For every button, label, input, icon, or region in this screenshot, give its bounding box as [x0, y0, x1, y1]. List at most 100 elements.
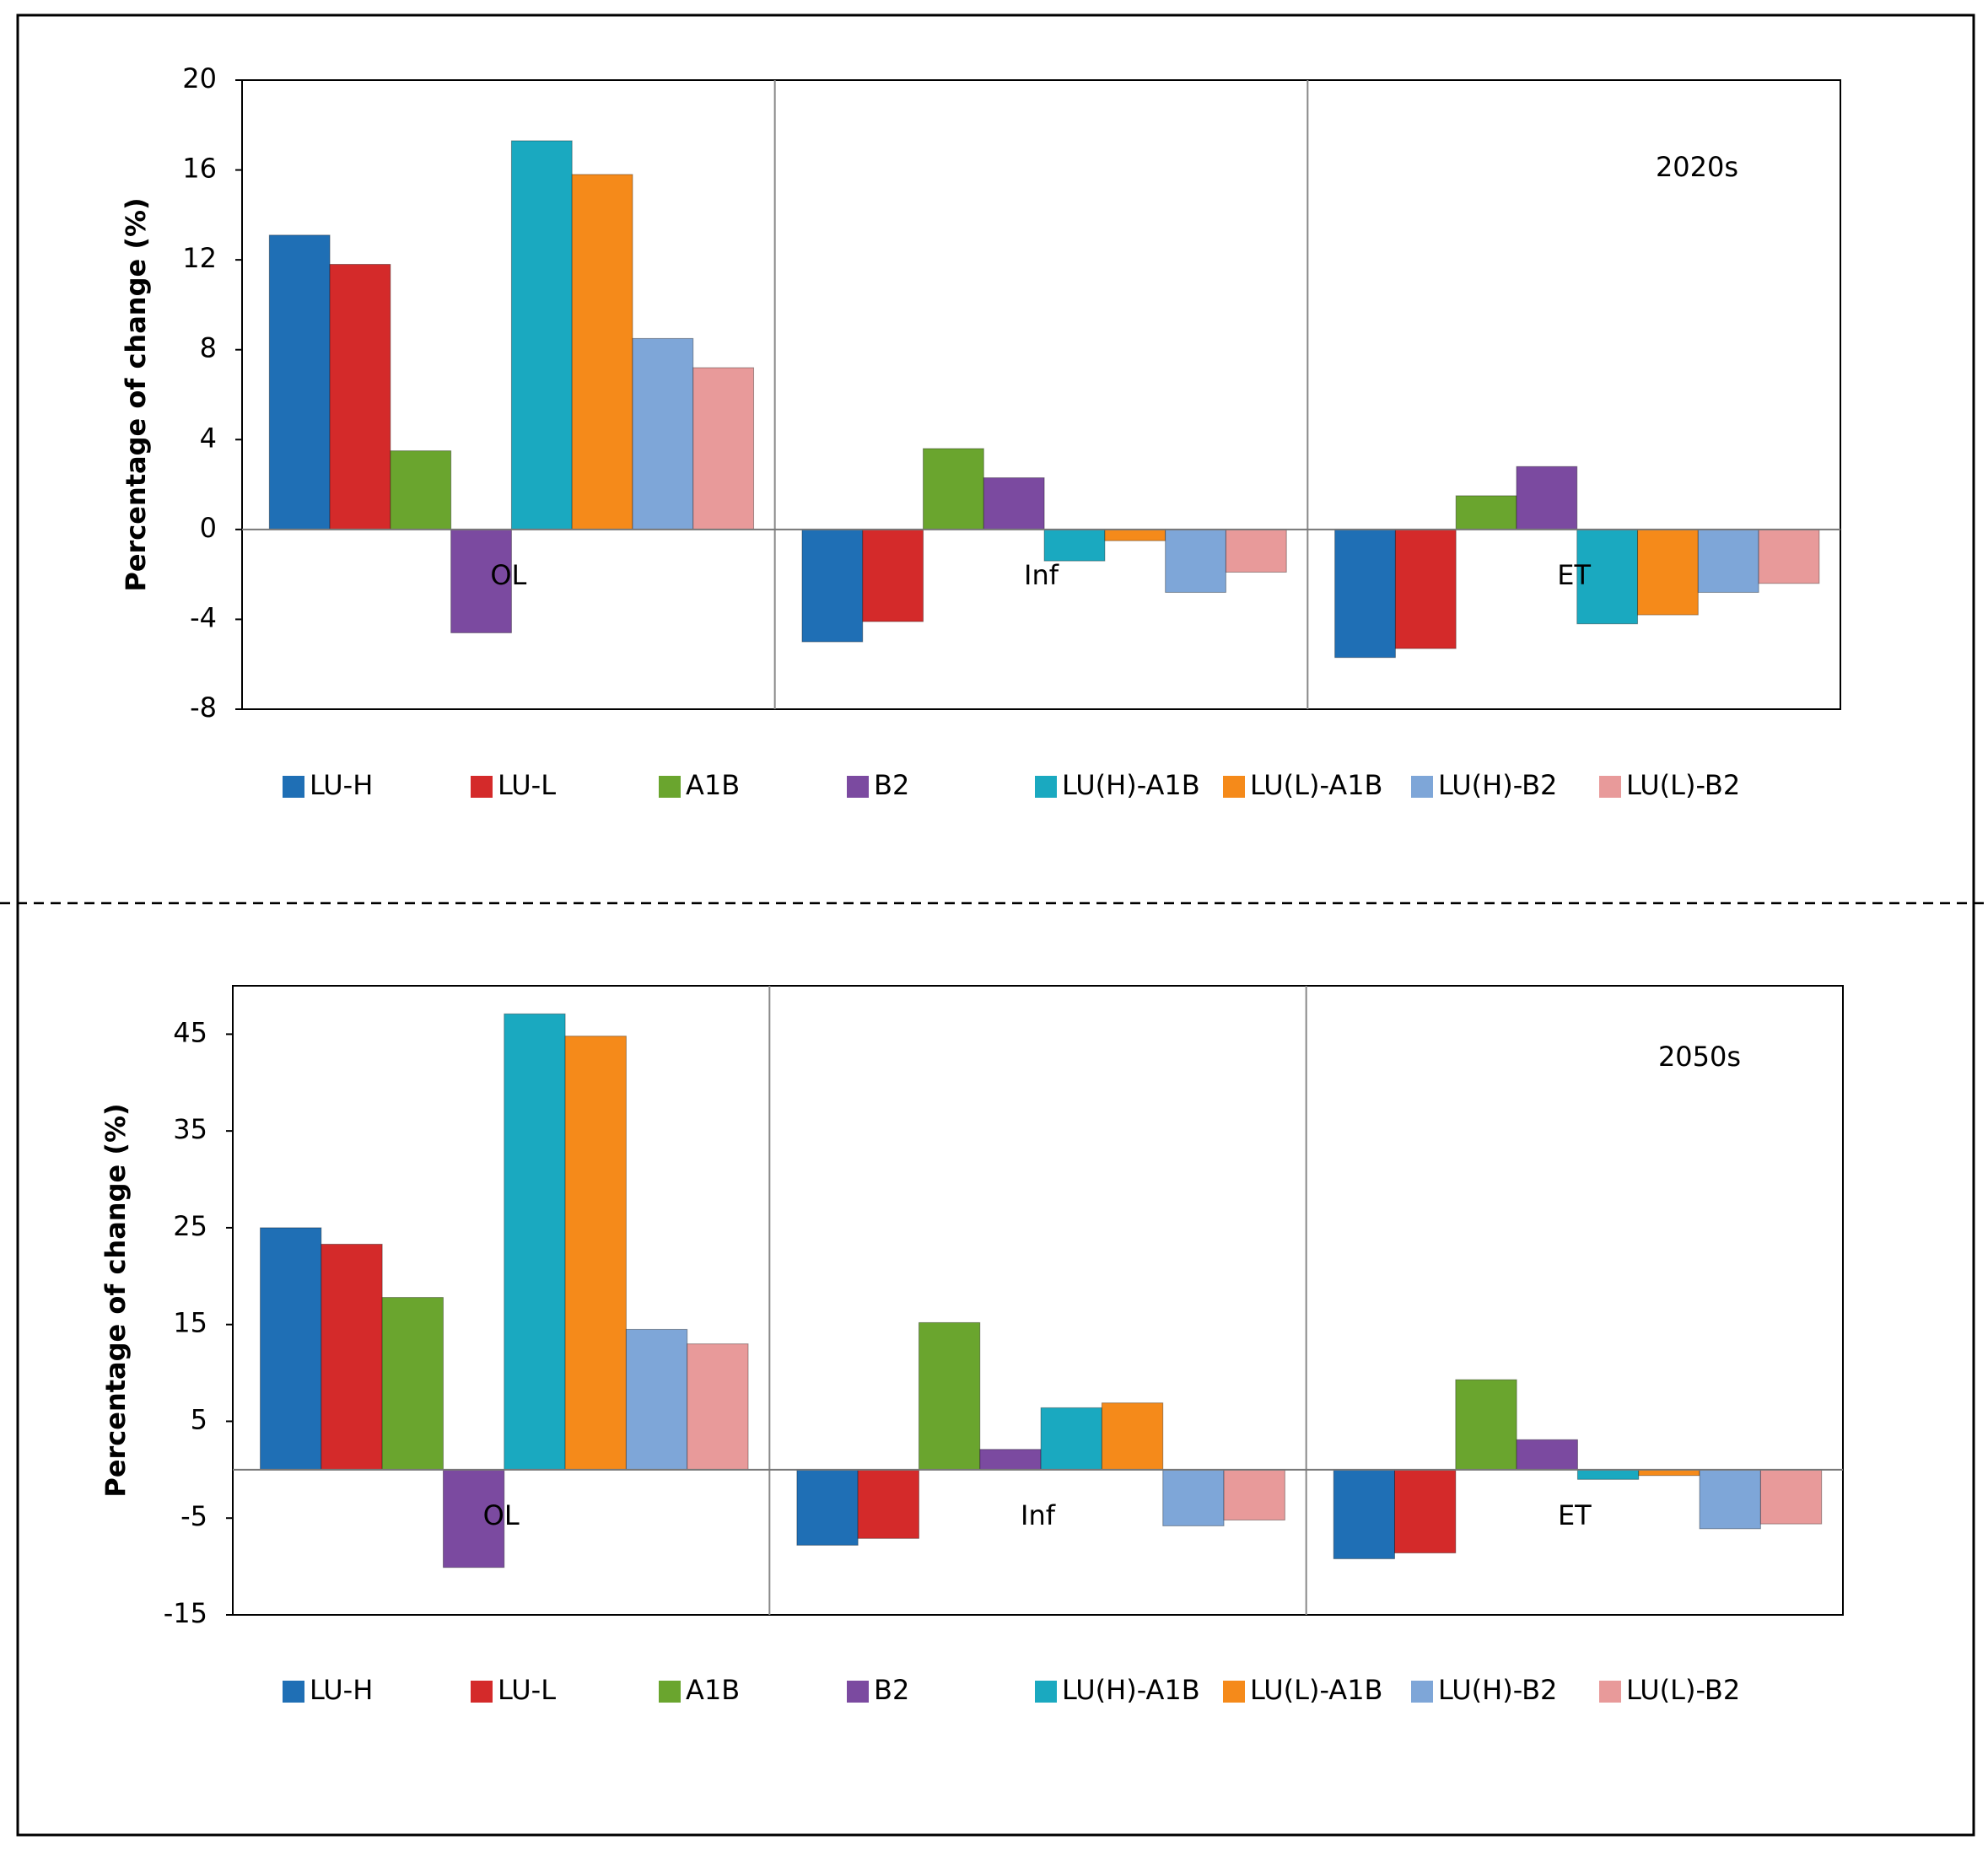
- legend-swatch: [1411, 776, 1433, 798]
- y-tick-label: 16: [182, 153, 217, 185]
- legend-swatch: [1035, 1681, 1057, 1703]
- category-label: ET: [1558, 1499, 1592, 1531]
- legend-label: LU(L)-B2: [1626, 1674, 1740, 1706]
- legend-label: B2: [874, 1674, 909, 1706]
- bar: [1699, 1469, 1761, 1530]
- bar: [268, 234, 331, 530]
- legend-label: LU-L: [498, 769, 556, 801]
- legend-label: LU(H)-A1B: [1062, 769, 1200, 801]
- bar: [1455, 1379, 1517, 1471]
- bar: [390, 450, 452, 530]
- y-tick-label: 8: [200, 332, 217, 364]
- bar: [692, 367, 755, 530]
- bar: [1697, 529, 1759, 593]
- bar: [862, 529, 924, 622]
- legend-label: LU(L)-A1B: [1250, 769, 1383, 801]
- legend-label: A1B: [686, 1674, 740, 1706]
- bar: [632, 337, 694, 530]
- bar: [1758, 529, 1820, 584]
- bar: [1101, 1402, 1164, 1471]
- legend-swatch: [1599, 776, 1621, 798]
- bar: [801, 529, 864, 643]
- bar: [796, 1469, 859, 1546]
- bar: [564, 1036, 627, 1471]
- annotation: 2050s: [1658, 1041, 1741, 1073]
- bar: [1455, 495, 1517, 530]
- bar: [1334, 529, 1396, 659]
- bar: [1576, 1469, 1640, 1480]
- legend-swatch: [1035, 776, 1057, 798]
- y-tick-label: -4: [190, 601, 217, 633]
- bar: [625, 1328, 688, 1471]
- y-tick-label: -8: [190, 691, 217, 724]
- bar: [1104, 529, 1166, 541]
- bar: [918, 1321, 981, 1471]
- legend-swatch: [1223, 776, 1245, 798]
- legend-swatch: [1599, 1681, 1621, 1703]
- legend-label: LU(H)-B2: [1438, 769, 1557, 801]
- legend-swatch: [283, 1681, 304, 1703]
- bar: [1394, 529, 1457, 649]
- legend-swatch: [659, 776, 681, 798]
- legend-swatch: [1223, 1681, 1245, 1703]
- legend-label: LU-L: [498, 1674, 556, 1706]
- bar: [1759, 1469, 1823, 1525]
- bar: [260, 1227, 322, 1471]
- bar: [983, 477, 1045, 530]
- bar: [329, 263, 391, 530]
- legend-swatch: [1411, 1681, 1433, 1703]
- y-axis-label: Percentage of change (%): [120, 197, 152, 591]
- legend-label: A1B: [686, 769, 740, 801]
- category-label: OL: [490, 559, 526, 591]
- category-label: Inf: [1024, 559, 1059, 591]
- category-label: ET: [1557, 559, 1591, 591]
- y-tick-label: 4: [200, 422, 217, 454]
- category-label: Inf: [1021, 1499, 1056, 1531]
- bar: [1225, 529, 1287, 573]
- legend-label: LU-H: [310, 769, 373, 801]
- bar: [510, 140, 573, 530]
- annotation: 2020s: [1656, 151, 1738, 183]
- y-tick-label: -5: [180, 1500, 207, 1532]
- bar: [979, 1449, 1042, 1471]
- y-tick-label: 20: [182, 62, 217, 94]
- bar: [321, 1243, 383, 1471]
- legend-label: LU(L)-A1B: [1250, 1674, 1383, 1706]
- legend-swatch: [659, 1681, 681, 1703]
- y-tick-label: 35: [173, 1113, 207, 1145]
- bar: [1638, 1469, 1700, 1477]
- bar: [1333, 1469, 1396, 1559]
- bar: [687, 1343, 749, 1471]
- bar: [1576, 529, 1639, 625]
- legend-swatch: [471, 776, 493, 798]
- bar: [1040, 1407, 1102, 1471]
- legend-label: LU(H)-B2: [1438, 1674, 1557, 1706]
- bar: [1223, 1469, 1285, 1521]
- y-tick-label: 12: [182, 242, 217, 274]
- bar: [1162, 1469, 1225, 1526]
- bar: [1516, 465, 1578, 530]
- bar: [1394, 1469, 1457, 1554]
- bar: [571, 174, 633, 530]
- legend-label: B2: [874, 769, 909, 801]
- bar: [1165, 529, 1226, 593]
- bar: [442, 1469, 505, 1569]
- y-tick-label: -15: [164, 1597, 207, 1629]
- legend-swatch: [471, 1681, 493, 1703]
- y-tick-label: 0: [200, 512, 217, 544]
- bar: [504, 1013, 566, 1471]
- y-axis-label: Percentage of change (%): [100, 1103, 132, 1497]
- y-tick-label: 5: [191, 1403, 207, 1435]
- legend-label: LU(L)-B2: [1626, 769, 1740, 801]
- y-tick-label: 25: [173, 1210, 207, 1242]
- legend-swatch: [847, 1681, 869, 1703]
- y-tick-label: 45: [173, 1016, 207, 1048]
- bar: [1516, 1439, 1578, 1471]
- legend-swatch: [847, 776, 869, 798]
- bar: [381, 1297, 444, 1471]
- bar: [1637, 529, 1699, 616]
- bar: [1043, 529, 1106, 562]
- y-tick-label: 15: [173, 1307, 207, 1339]
- category-label: OL: [483, 1499, 520, 1531]
- legend-label: LU-H: [310, 1674, 373, 1706]
